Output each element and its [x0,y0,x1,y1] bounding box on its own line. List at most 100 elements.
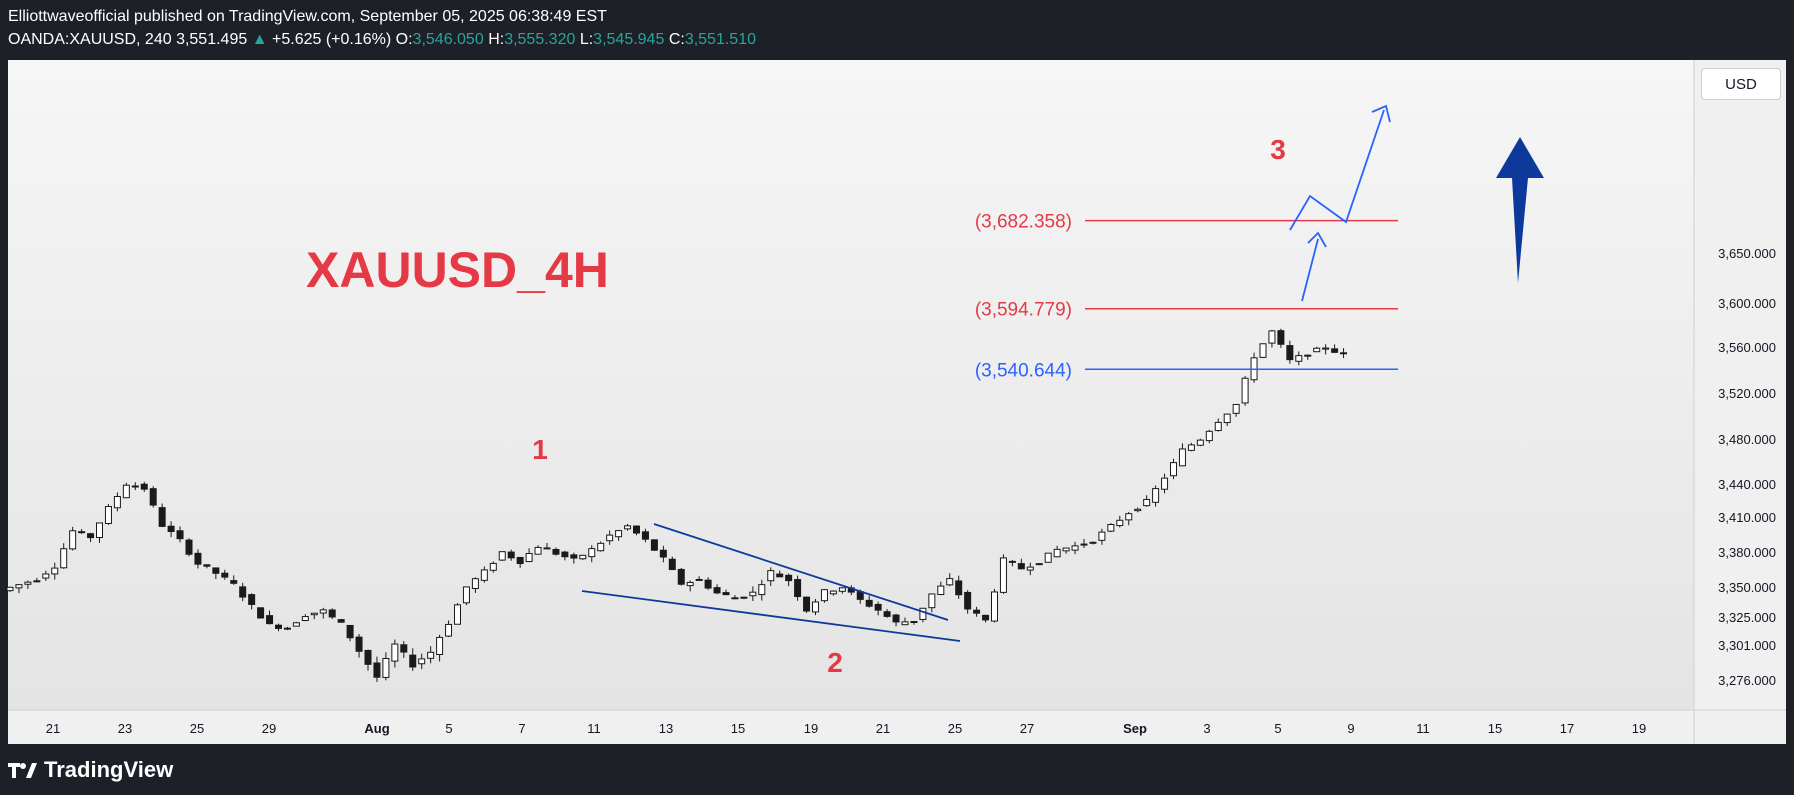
candle-up [51,567,59,575]
y-tick-label: 3,600.000 [1718,296,1776,311]
publisher-name[interactable]: Elliottwaveofficial [8,8,130,25]
candle-down [659,549,667,558]
candle-down [677,568,685,585]
chart-title: XAUUSD_4H [306,242,609,298]
candle-down [668,558,676,571]
candle-down [87,533,95,539]
candle-up [1241,377,1249,404]
published-text: published on TradingView.com, September … [129,8,607,25]
last-price: 3,551.495 [176,31,248,48]
projection-arrow-1-head [1307,231,1327,248]
candle-up [838,587,846,592]
y-tick-label: 3,480.000 [1718,432,1776,447]
projection-path-head [1371,104,1391,123]
candle-up [42,573,50,579]
candle-down [570,554,578,559]
candle-down [167,525,175,533]
candle-up [489,562,497,571]
candle-up [928,593,936,609]
candle-up [454,604,461,625]
x-tick-label: 27 [1020,721,1034,736]
candle-down [185,539,193,555]
candle-up [1295,355,1303,362]
candle-down [1286,345,1294,361]
candle-up [534,546,542,555]
candle-down [794,579,802,598]
candle-up [1026,566,1034,571]
candle-down [1017,563,1025,570]
y-tick-label: 3,410.000 [1718,510,1776,525]
level-label: (3,682.358) [975,212,1072,233]
x-tick-label: 9 [1347,721,1354,736]
candle-up [462,586,470,604]
candle-up [1143,498,1151,507]
candle-up [498,551,506,561]
candle-down [973,609,981,614]
y-tick-label: 3,560.000 [1718,340,1776,355]
candle-down [803,596,811,612]
candle-up [829,590,837,595]
candle-down [230,580,238,584]
candle-down [731,597,739,600]
symbol-label[interactable]: OANDA:XAUUSD, 240 [8,31,172,48]
candle-down [364,649,372,665]
candle-down [346,624,354,639]
candle-down [1331,348,1339,353]
y-axis[interactable]: 3,276.000 3,301.000 3,325.000 3,350.000 3,38… [1718,246,1776,688]
x-tick-label: 25 [948,721,962,736]
x-tick-label: 17 [1560,721,1574,736]
x-tick-label: 7 [518,721,525,736]
candle-down [373,662,381,678]
projection-path [1289,109,1385,231]
candle-down [1304,354,1312,357]
candle-down [785,574,793,582]
x-tick-label: 25 [190,721,204,736]
candle-down [266,615,274,625]
candle-down [355,636,363,652]
publish-line: Elliottwaveofficial published on Trading… [8,8,607,26]
candle-down [1008,560,1016,563]
candle-up [283,627,291,630]
candle-up [69,530,77,550]
candle-up [749,591,757,597]
candle-up [391,643,399,662]
candle-down [955,580,963,596]
candle-up [812,601,819,613]
y-tick-label: 3,520.000 [1718,386,1776,401]
high-label: H: [488,31,505,48]
x-axis[interactable]: 21 23 25 29 Aug 5 7 11 13 15 19 21 25 27 Sep 3 5 9 11 15 17 1… [46,721,1646,736]
x-tick-label: 5 [445,721,452,736]
candle-down [507,551,515,559]
candle-up [418,658,426,665]
wedge-lower-line [581,590,961,642]
x-tick-label: 15 [731,721,745,736]
tradingview-logo[interactable]: TradingView [8,757,173,783]
currency-button[interactable]: USD [1701,68,1781,100]
candle-up [1125,513,1133,521]
x-tick-label: 23 [118,721,132,736]
candle-up [1214,421,1222,432]
candle-up [919,607,927,620]
candle-down [1277,330,1285,345]
candle-up [96,522,103,539]
candle-up [471,578,479,590]
candle-up [24,581,32,585]
footer-bar [0,745,1794,795]
candle-down [516,556,524,565]
candle-up [1107,523,1115,532]
candle-up [319,609,327,614]
price-change: +5.625 (+0.16%) [272,31,392,48]
candle-up [686,581,694,587]
candle-up [1062,547,1070,552]
candle-down [1080,543,1088,546]
candle-down [257,607,265,619]
candle-up [301,616,309,622]
ohlc-line: OANDA:XAUUSD, 240 3,551.495 ▲ +5.625 (+0… [8,31,756,49]
candle-up [999,557,1007,593]
y-tick-label: 3,301.000 [1718,638,1776,653]
candle-down [131,485,139,488]
candle-down [704,579,712,589]
y-tick-label: 3,380.000 [1718,545,1776,560]
big-up-arrow [1496,137,1544,283]
